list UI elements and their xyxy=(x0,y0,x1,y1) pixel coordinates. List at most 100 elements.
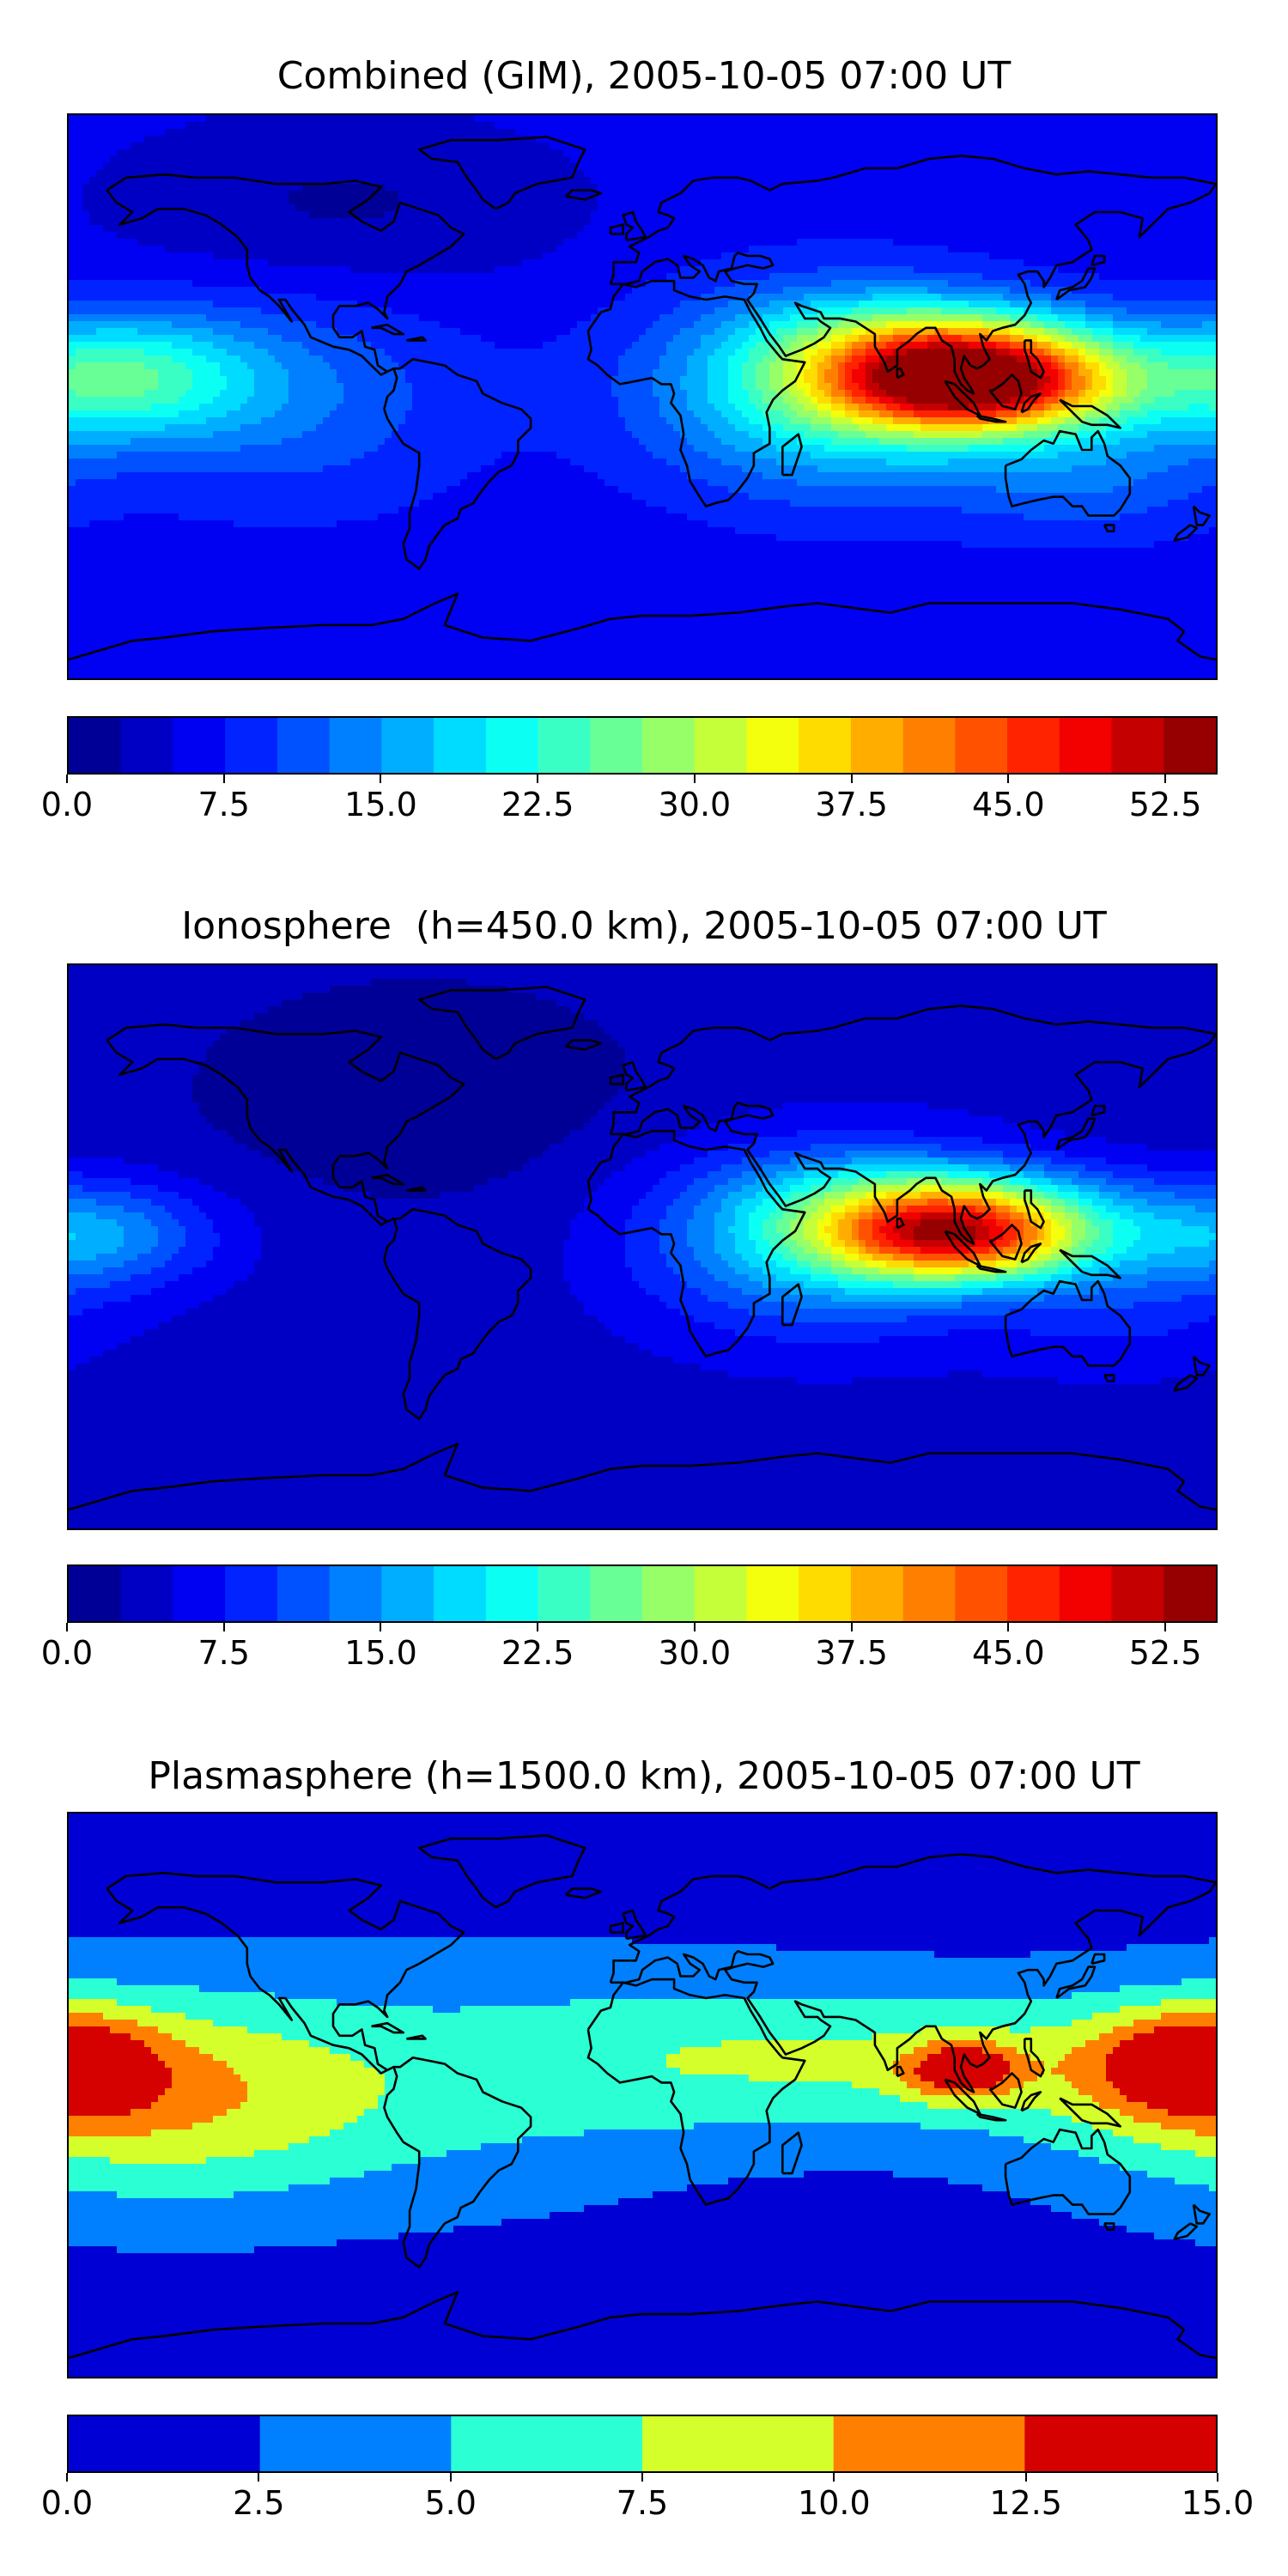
heatmap-cell xyxy=(103,204,111,212)
heatmap-cell xyxy=(879,170,887,178)
heatmap-cell xyxy=(831,266,839,274)
heatmap-cell xyxy=(934,218,942,226)
heatmap-cell xyxy=(1147,197,1155,205)
heatmap-cell xyxy=(103,273,111,281)
heatmap-cell xyxy=(1127,143,1134,150)
heatmap-cell xyxy=(1092,143,1100,150)
heatmap-cell xyxy=(1024,156,1031,164)
heatmap-cell xyxy=(694,129,702,137)
heatmap-cell xyxy=(975,280,983,288)
heatmap-cell xyxy=(859,239,866,246)
heatmap-cell xyxy=(556,149,564,157)
heatmap-cell xyxy=(694,191,702,198)
heatmap-cell xyxy=(742,136,750,143)
heatmap-cell xyxy=(467,184,475,191)
heatmap-cell xyxy=(261,218,269,226)
heatmap-cell xyxy=(962,294,969,301)
heatmap-cell xyxy=(268,143,276,150)
heatmap-cell xyxy=(412,273,420,281)
heatmap-cell xyxy=(797,136,805,143)
heatmap-cell xyxy=(680,211,688,219)
heatmap-cell xyxy=(440,129,447,137)
heatmap-cell xyxy=(694,170,702,178)
heatmap-cell xyxy=(982,294,990,301)
heatmap-cell xyxy=(440,294,447,301)
heatmap-cell xyxy=(440,177,447,185)
heatmap-cell xyxy=(673,246,681,253)
heatmap-cell xyxy=(790,225,798,233)
heatmap-cell xyxy=(185,170,193,178)
heatmap-cell xyxy=(934,143,942,150)
heatmap-cell xyxy=(529,239,537,246)
heatmap-cell xyxy=(859,143,866,150)
heatmap-cell xyxy=(721,280,729,288)
heatmap-cell xyxy=(282,301,289,308)
heatmap-cell xyxy=(989,143,997,150)
heatmap-cell xyxy=(783,287,791,295)
heatmap-cell xyxy=(508,143,516,150)
heatmap-cell xyxy=(907,218,914,226)
heatmap-cell xyxy=(206,280,214,288)
heatmap-cell xyxy=(185,280,193,288)
heatmap-cell xyxy=(1099,156,1107,164)
heatmap-cell xyxy=(783,294,791,301)
heatmap-cell xyxy=(371,197,379,205)
heatmap-cell xyxy=(1175,197,1182,205)
heatmap-cell xyxy=(886,122,894,130)
heatmap-cell xyxy=(385,273,392,281)
heatmap-cell xyxy=(453,232,461,240)
heatmap-cell xyxy=(907,143,914,150)
heatmap-cell xyxy=(1058,143,1066,150)
heatmap-cell xyxy=(76,246,83,253)
heatmap-cell xyxy=(797,197,805,205)
heatmap-cell xyxy=(920,232,928,240)
heatmap-cell xyxy=(955,184,963,191)
heatmap-cell xyxy=(467,115,475,123)
heatmap-cell xyxy=(488,191,495,198)
heatmap-cell xyxy=(646,225,653,233)
heatmap-cell xyxy=(433,129,440,137)
heatmap-cell xyxy=(1120,204,1127,212)
heatmap-cell xyxy=(234,163,241,171)
heatmap-cell xyxy=(1106,204,1114,212)
heatmap-cell xyxy=(1078,307,1086,315)
heatmap-cell xyxy=(151,294,159,301)
heatmap-cell xyxy=(1078,246,1086,253)
heatmap-cell xyxy=(1202,307,1210,315)
heatmap-cell xyxy=(646,149,653,157)
heatmap-cell xyxy=(749,246,756,253)
heatmap-cell xyxy=(701,246,708,253)
heatmap-cell xyxy=(632,287,640,295)
heatmap-cell xyxy=(343,218,351,226)
heatmap-cell xyxy=(975,149,983,157)
heatmap-cell xyxy=(1085,143,1093,150)
heatmap-cell xyxy=(82,225,90,233)
heatmap-cell xyxy=(1030,211,1038,219)
heatmap-cell xyxy=(467,122,475,130)
heatmap-cell xyxy=(811,252,818,260)
heatmap-cell xyxy=(776,273,784,281)
heatmap-cell xyxy=(392,204,399,212)
heatmap-cell xyxy=(941,232,949,240)
heatmap-cell xyxy=(900,170,908,178)
heatmap-cell xyxy=(680,156,688,164)
heatmap-cell xyxy=(131,259,138,267)
heatmap-cell xyxy=(872,252,880,260)
heatmap-cell xyxy=(680,163,688,171)
heatmap-cell xyxy=(989,204,997,212)
heatmap-cell xyxy=(309,218,317,226)
heatmap-cell xyxy=(1051,280,1059,288)
heatmap-cell xyxy=(996,280,1004,288)
heatmap-cell xyxy=(96,246,104,253)
heatmap-cell xyxy=(845,225,853,233)
heatmap-cell xyxy=(735,156,743,164)
heatmap-cell xyxy=(447,232,454,240)
heatmap-cell xyxy=(845,136,853,143)
heatmap-cell xyxy=(405,239,413,246)
heatmap-cell xyxy=(467,143,475,150)
heatmap-cell xyxy=(302,239,310,246)
heatmap-cell xyxy=(1092,115,1100,123)
heatmap-cell xyxy=(515,280,523,288)
heatmap-cell xyxy=(570,177,578,185)
heatmap-cell xyxy=(460,156,468,164)
